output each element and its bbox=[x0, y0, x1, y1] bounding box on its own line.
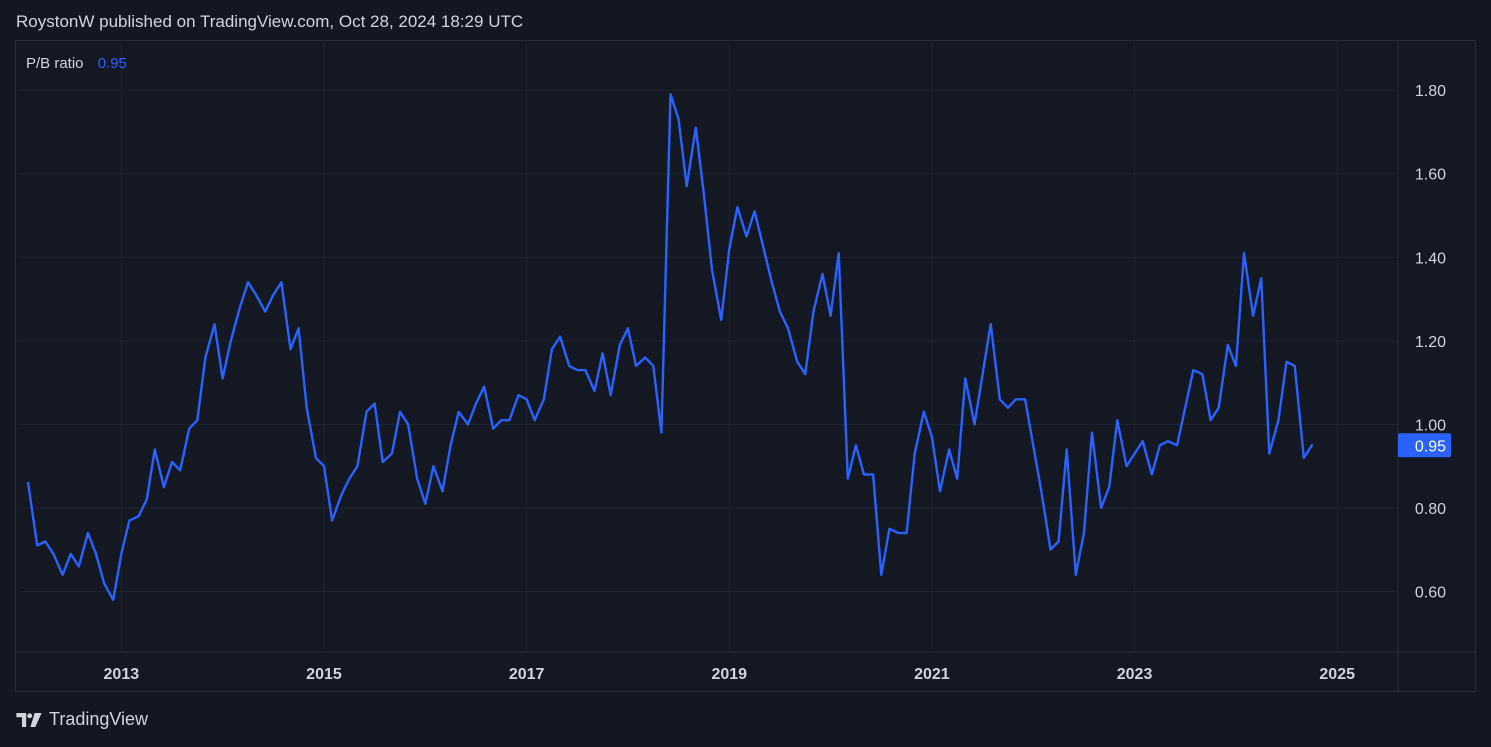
y-tick-label: 1.80 bbox=[1415, 83, 1446, 100]
series-layer bbox=[26, 93, 1314, 602]
series-legend: P/B ratio 0.95 bbox=[26, 55, 127, 72]
tradingview-logo-icon bbox=[16, 712, 42, 727]
series-line-pb-ratio bbox=[26, 93, 1314, 602]
chart-frame bbox=[15, 40, 1476, 692]
last-value-label: 0.95 bbox=[1415, 438, 1446, 455]
legend-series-name: P/B ratio bbox=[26, 55, 84, 72]
y-axis: 0.60 0.80 1.00 1.20 1.40 1.60 1.80 bbox=[1415, 83, 1446, 601]
y-tick-label: 1.60 bbox=[1415, 167, 1446, 184]
y-tick-label: 1.00 bbox=[1415, 417, 1446, 434]
x-tick-label: 2023 bbox=[1117, 666, 1153, 683]
x-tick-label: 2019 bbox=[711, 666, 747, 683]
x-tick-label: 2013 bbox=[104, 666, 140, 683]
y-tick-label: 1.20 bbox=[1415, 334, 1446, 351]
publish-header: RoystonW published on TradingView.com, O… bbox=[16, 12, 524, 31]
footer-brand[interactable]: TradingView bbox=[16, 709, 148, 730]
y-tick-label: 0.60 bbox=[1415, 585, 1446, 602]
footer-brand-label: TradingView bbox=[49, 709, 149, 729]
legend-series-value: 0.95 bbox=[97, 55, 127, 72]
x-axis: 2013 2015 2017 2019 2021 2023 2025 bbox=[104, 666, 1356, 683]
x-tick-label: 2015 bbox=[306, 666, 342, 683]
x-tick-label: 2025 bbox=[1319, 666, 1355, 683]
x-tick-label: 2021 bbox=[914, 666, 950, 683]
x-tick-label: 2017 bbox=[509, 666, 545, 683]
last-value-badge bbox=[1398, 433, 1451, 458]
grid-layer bbox=[15, 40, 1475, 692]
last-value-marker: 0.95 bbox=[1398, 433, 1451, 458]
y-tick-label: 0.80 bbox=[1415, 501, 1446, 518]
y-tick-label: 1.40 bbox=[1415, 250, 1446, 267]
